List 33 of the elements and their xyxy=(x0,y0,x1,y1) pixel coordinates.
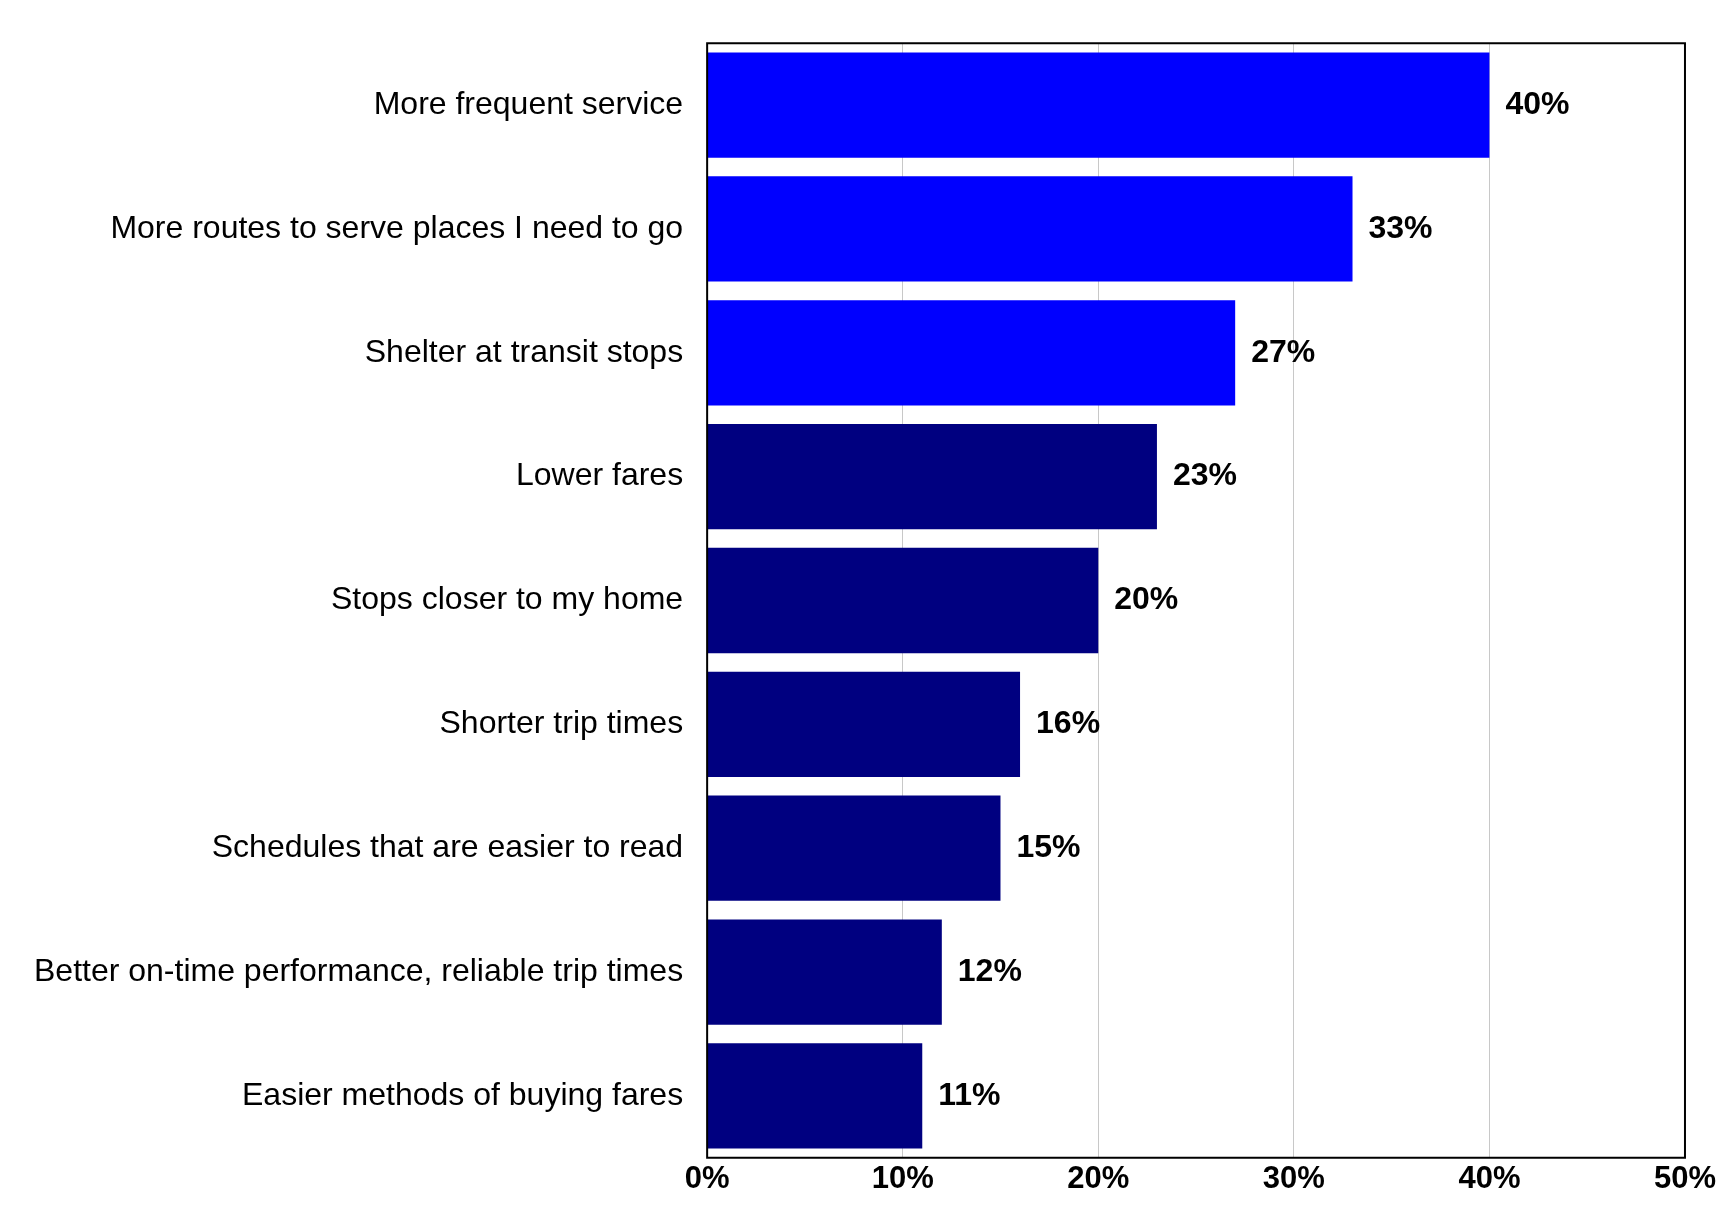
bar xyxy=(707,547,1099,654)
y-tick-label: More routes to serve places I need to go xyxy=(110,208,684,245)
bar xyxy=(707,671,1021,777)
data-label: 11% xyxy=(938,1075,1001,1112)
y-tick-label: Stops closer to my home xyxy=(331,580,684,617)
y-tick-label: Better on-time performance, reliable trip times xyxy=(34,951,684,988)
data-label: 27% xyxy=(1251,332,1316,369)
y-tick-label: Shelter at transit stops xyxy=(364,332,684,369)
data-label: 15% xyxy=(1016,828,1081,865)
bar xyxy=(707,176,1353,282)
y-tick-label: More frequent service xyxy=(373,84,684,121)
bar xyxy=(707,795,1001,901)
bar xyxy=(707,52,1490,158)
bar xyxy=(707,424,1157,530)
y-tick-label: Easier methods of buying fares xyxy=(242,1075,684,1112)
x-tick-label: 0% xyxy=(684,1159,730,1195)
data-label: 20% xyxy=(1114,580,1179,617)
x-tick-label: 40% xyxy=(1458,1159,1521,1195)
y-tick-label: Lower fares xyxy=(515,456,684,493)
data-label: 23% xyxy=(1172,456,1237,493)
data-label: 16% xyxy=(1036,704,1101,741)
bar xyxy=(707,1043,923,1149)
data-label: 40% xyxy=(1505,84,1570,121)
bar xyxy=(707,300,1236,406)
y-tick-label: Schedules that are easier to read xyxy=(211,828,684,865)
y-tick-label: Shorter trip times xyxy=(439,704,684,741)
data-label: 33% xyxy=(1368,208,1433,245)
data-label: 12% xyxy=(957,951,1022,988)
x-tick-label: 20% xyxy=(1067,1159,1130,1195)
bar xyxy=(707,919,942,1025)
x-tick-label: 30% xyxy=(1262,1159,1325,1195)
x-tick-label: 10% xyxy=(871,1159,934,1195)
x-tick-label: 50% xyxy=(1653,1159,1716,1195)
